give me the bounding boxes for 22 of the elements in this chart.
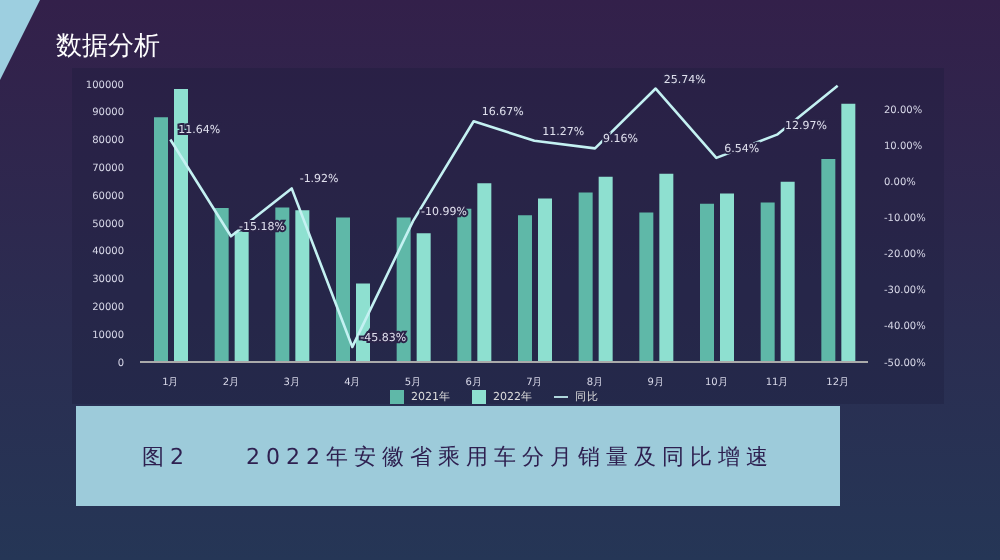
bar [214, 207, 229, 362]
chart-title: 数据分析 [56, 30, 160, 64]
bar [154, 117, 168, 362]
bar [518, 215, 532, 362]
bar [295, 210, 310, 362]
bar [598, 176, 613, 362]
bar [578, 192, 593, 362]
bar [760, 202, 775, 362]
bar [780, 181, 795, 362]
line-series [169, 84, 839, 349]
bar [477, 183, 492, 362]
bar [538, 198, 552, 362]
bar [821, 159, 836, 362]
bar [639, 212, 654, 362]
bar [234, 231, 249, 362]
text: 图2 2022年安徽省乘用车分月销量及同比增速 [76, 406, 840, 506]
bar [841, 103, 856, 362]
bar [416, 233, 431, 362]
bar [659, 173, 674, 362]
bar [700, 203, 714, 362]
bar [336, 217, 350, 362]
bar [720, 193, 734, 362]
